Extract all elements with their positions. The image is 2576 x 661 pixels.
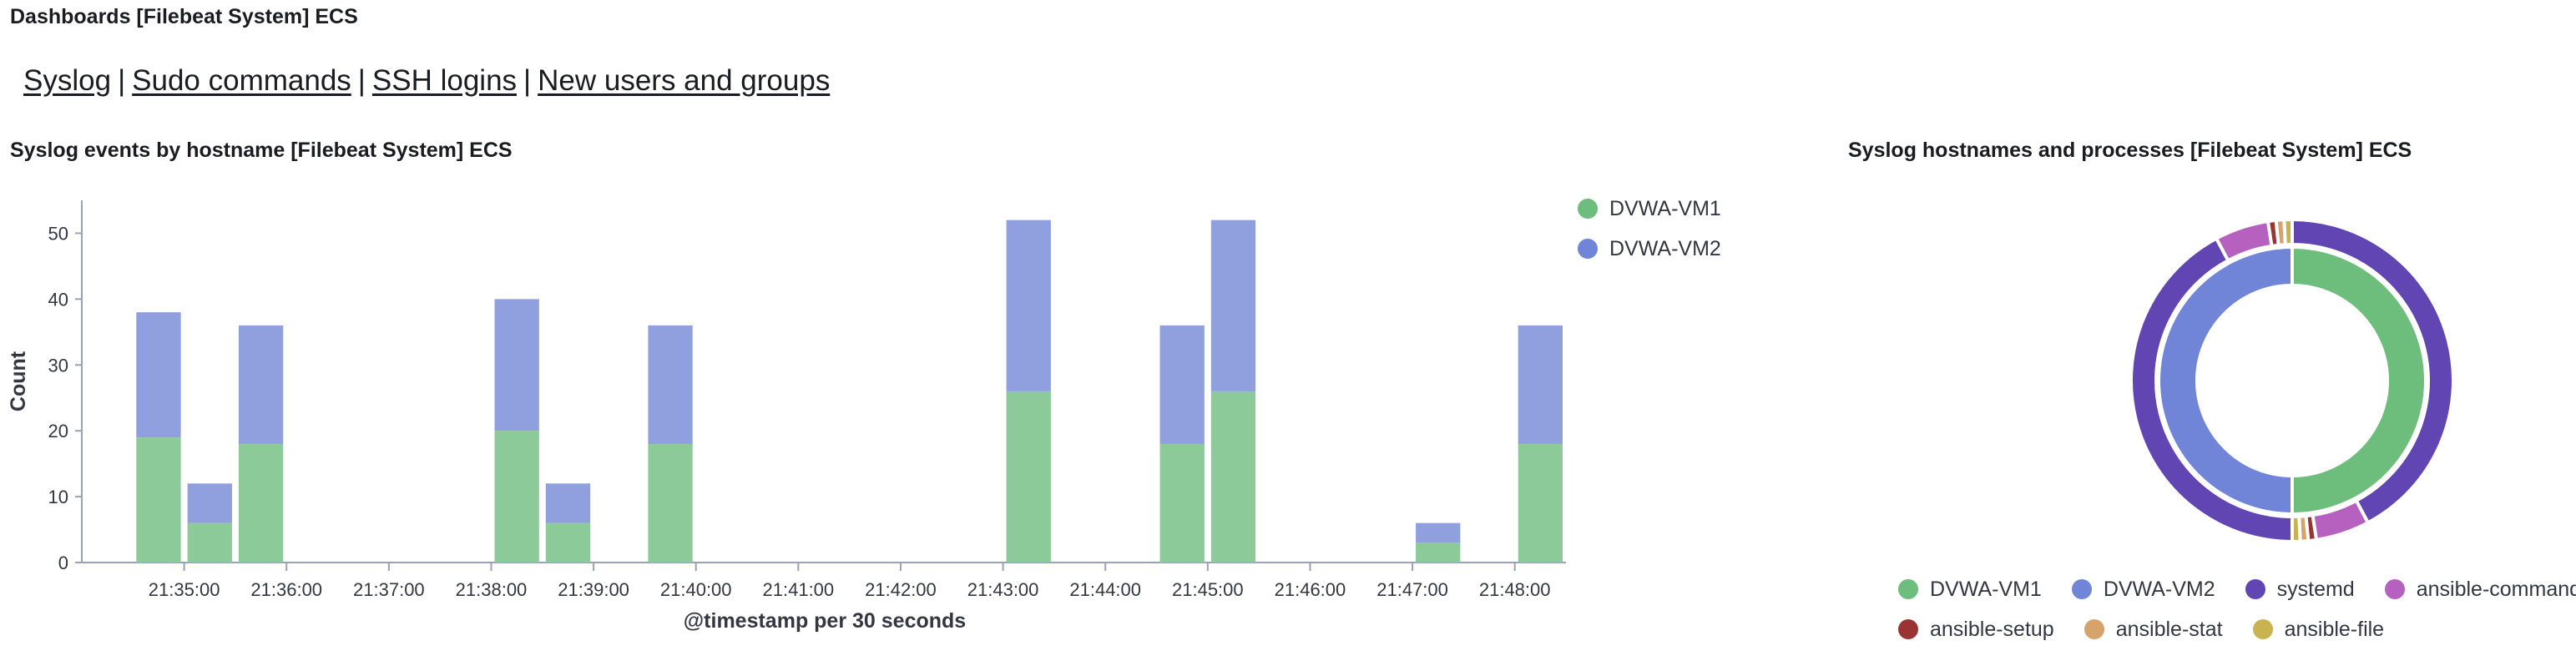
legend-label: systemd bbox=[2276, 578, 2355, 601]
legend-label: ansible-file bbox=[2284, 618, 2385, 641]
bar-segment-dvwa-vm2[interactable] bbox=[545, 483, 591, 523]
legend-item-systemd[interactable]: systemd bbox=[2245, 569, 2355, 609]
bar-segment-dvwa-vm2[interactable] bbox=[1006, 219, 1051, 391]
bar-segment-dvwa-vm1[interactable] bbox=[494, 431, 539, 563]
bar-segment-dvwa-vm1[interactable] bbox=[1210, 391, 1256, 563]
bar-segment-dvwa-vm2[interactable] bbox=[136, 312, 181, 438]
legend-label: DVWA-VM2 bbox=[2103, 578, 2215, 601]
legend-label: ansible-setup bbox=[1930, 618, 2054, 641]
legend-dot-icon bbox=[2071, 579, 2092, 599]
legend-dot-icon bbox=[2384, 579, 2405, 599]
bar-segment-dvwa-vm1[interactable] bbox=[1518, 443, 1563, 563]
nav-link-new-users-and-groups[interactable]: New users and groups bbox=[538, 64, 831, 97]
bar-segment-dvwa-vm1[interactable] bbox=[238, 443, 284, 563]
legend-label: DVWA-VM2 bbox=[1609, 237, 1721, 260]
bar-segment-dvwa-vm2[interactable] bbox=[1159, 325, 1205, 444]
bar-chart-legend: DVWA-VM1 DVWA-VM2 bbox=[1578, 189, 1721, 269]
bar-segment-dvwa-vm2[interactable] bbox=[1518, 325, 1563, 444]
legend-item-dvwa-vm1[interactable]: DVWA-VM1 bbox=[1578, 189, 1721, 229]
y-tick-label: 20 bbox=[48, 421, 68, 442]
legend-dot-icon bbox=[1578, 239, 1598, 259]
legend-label: DVWA-VM1 bbox=[1930, 578, 2042, 601]
bar-segment-dvwa-vm2[interactable] bbox=[648, 325, 693, 444]
x-tick-label: 21:40:00 bbox=[660, 579, 732, 600]
legend-dot-icon bbox=[1578, 199, 1598, 219]
legend-row: DVWA-VM1 DVWA-VM2 systemd ansible-command bbox=[1898, 569, 2576, 609]
nav-link-syslog[interactable]: Syslog bbox=[23, 64, 112, 97]
x-tick-label: 21:46:00 bbox=[1275, 579, 1346, 600]
page-title: Dashboards [Filebeat System] ECS bbox=[10, 5, 358, 28]
nav-separator: | bbox=[523, 64, 532, 97]
y-tick-label: 50 bbox=[48, 223, 68, 244]
bar-segment-dvwa-vm2[interactable] bbox=[238, 325, 284, 444]
x-tick-label: 21:43:00 bbox=[967, 579, 1039, 600]
y-tick-label: 10 bbox=[48, 487, 68, 507]
x-axis-title: @timestamp per 30 seconds bbox=[684, 609, 966, 633]
legend-item-dvwa-vm2[interactable]: DVWA-VM2 bbox=[2071, 569, 2215, 609]
bar-segment-dvwa-vm1[interactable] bbox=[648, 443, 693, 563]
legend-item-dvwa-vm1[interactable]: DVWA-VM1 bbox=[1898, 569, 2042, 609]
donut-panel-title: Syslog hostnames and processes [Filebeat… bbox=[1848, 139, 2412, 162]
y-tick-label: 30 bbox=[48, 355, 68, 376]
bar-segment-dvwa-vm1[interactable] bbox=[1159, 443, 1205, 563]
bar-segment-dvwa-vm2[interactable] bbox=[187, 483, 232, 523]
x-tick-label: 21:44:00 bbox=[1069, 579, 1141, 600]
legend-item-ansible-command[interactable]: ansible-command bbox=[2384, 569, 2576, 609]
x-tick-label: 21:39:00 bbox=[558, 579, 629, 600]
y-tick-label: 0 bbox=[58, 553, 68, 573]
bar-segment-dvwa-vm2[interactable] bbox=[494, 299, 539, 431]
bar-segment-dvwa-vm1[interactable] bbox=[1416, 542, 1461, 563]
nav-separator: | bbox=[357, 64, 366, 97]
nav-separator: | bbox=[118, 64, 126, 97]
legend-label: ansible-stat bbox=[2115, 618, 2223, 641]
legend-dot-icon bbox=[2252, 619, 2273, 639]
legend-dot-icon bbox=[2084, 619, 2104, 639]
legend-row: ansible-setup ansible-stat ansible-file bbox=[1898, 609, 2576, 649]
legend-dot-icon bbox=[1898, 619, 1918, 639]
nav-link-ssh-logins[interactable]: SSH logins bbox=[371, 64, 518, 97]
bar-segment-dvwa-vm1[interactable] bbox=[545, 522, 591, 563]
x-tick-label: 21:42:00 bbox=[865, 579, 937, 600]
legend-item-ansible-file[interactable]: ansible-file bbox=[2252, 609, 2385, 649]
y-axis-title: Count bbox=[7, 351, 30, 411]
x-tick-label: 21:45:00 bbox=[1172, 579, 1244, 600]
legend-item-ansible-stat[interactable]: ansible-stat bbox=[2084, 609, 2223, 649]
legend-dot-icon bbox=[1898, 579, 1918, 599]
bar-segment-dvwa-vm2[interactable] bbox=[1210, 219, 1256, 391]
legend-dot-icon bbox=[2245, 579, 2265, 599]
y-tick-label: 40 bbox=[48, 289, 68, 310]
bar-segment-dvwa-vm1[interactable] bbox=[1006, 391, 1051, 563]
x-tick-label: 21:35:00 bbox=[149, 579, 220, 600]
donut-slice-dvwa-vm2[interactable] bbox=[2157, 245, 2294, 517]
bar-segment-dvwa-vm1[interactable] bbox=[187, 522, 232, 563]
donut-chart-legend: DVWA-VM1 DVWA-VM2 systemd ansible-command a… bbox=[1898, 569, 2576, 649]
x-tick-label: 21:38:00 bbox=[456, 579, 528, 600]
donut-slice-ansible-file[interactable] bbox=[2282, 217, 2294, 247]
bar-segment-dvwa-vm2[interactable] bbox=[1416, 522, 1461, 543]
donut-slice-dvwa-vm1[interactable] bbox=[2291, 245, 2427, 517]
x-tick-label: 21:36:00 bbox=[250, 579, 322, 600]
x-tick-label: 21:48:00 bbox=[1479, 579, 1551, 600]
x-tick-label: 21:41:00 bbox=[763, 579, 835, 600]
bar-segment-dvwa-vm1[interactable] bbox=[136, 437, 181, 563]
legend-item-ansible-setup[interactable]: ansible-setup bbox=[1898, 609, 2054, 649]
legend-item-dvwa-vm2[interactable]: DVWA-VM2 bbox=[1578, 229, 1721, 269]
x-tick-label: 21:37:00 bbox=[353, 579, 425, 600]
bar-chart: 0 10 20 30 40 50 21:35:00 21:36:00 21:37:00 21:38… bbox=[7, 200, 1566, 633]
legend-label: ansible-command bbox=[2416, 578, 2576, 601]
bar-panel-title: Syslog events by hostname [Filebeat Syst… bbox=[10, 139, 513, 162]
donut-chart bbox=[2129, 217, 2455, 544]
dashboard-nav: Syslog | Sudo commands | SSH logins | New user… bbox=[23, 62, 830, 100]
nav-link-sudo-commands[interactable]: Sudo commands bbox=[132, 64, 351, 97]
x-tick-label: 21:47:00 bbox=[1376, 579, 1448, 600]
legend-label: DVWA-VM1 bbox=[1609, 197, 1721, 220]
